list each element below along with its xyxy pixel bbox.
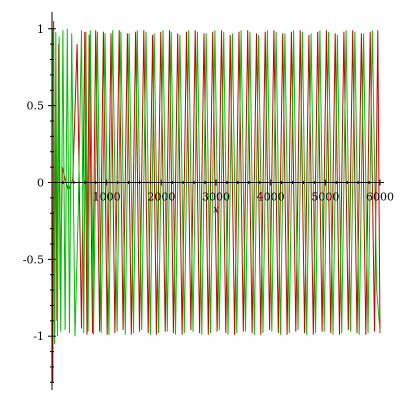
x-tick-label: 3000 xyxy=(202,190,230,203)
x-tick-label: 2000 xyxy=(147,190,175,203)
y-tick-label: -0.5 xyxy=(23,253,44,266)
y-tick-label: 0 xyxy=(37,176,44,189)
y-tick-label: -1 xyxy=(33,330,44,343)
y-minor-ticks xyxy=(50,43,54,383)
y-tick-label: 1 xyxy=(37,23,44,36)
x-tick-label: 5000 xyxy=(311,190,339,203)
x-tick-label: 4000 xyxy=(257,190,285,203)
series-line-2 xyxy=(51,28,381,344)
series-layer xyxy=(51,21,381,383)
x-tick-label: 6000 xyxy=(366,190,394,203)
y-tick-label: 0.5 xyxy=(27,100,45,113)
x-ticks: 1000 2000 3000 4000 5000 6000 xyxy=(62,179,394,203)
x-tick-label: 1000 xyxy=(93,190,121,203)
x-axis-title: x xyxy=(213,204,219,215)
y-ticks: -1 -0.5 0 0.5 1 xyxy=(23,23,56,343)
